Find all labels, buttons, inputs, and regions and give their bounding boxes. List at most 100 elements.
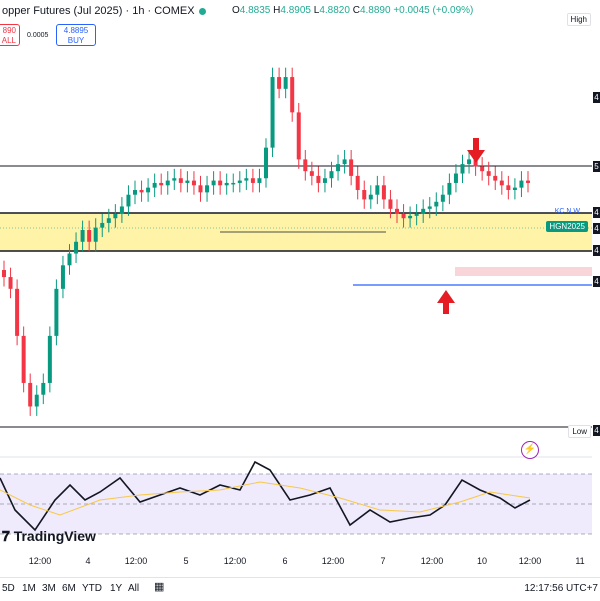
candle [270,77,275,148]
candle [100,222,105,228]
range-bar: 5D 1M 3M 6M YTD 1Y All 12:17:56 UTC+7 [0,577,600,601]
candle [185,180,190,183]
candle [205,185,210,193]
candle [388,199,393,209]
candle [47,335,52,383]
candle [381,185,386,200]
candle [395,208,399,214]
price-axis-label: 5 [593,161,600,172]
symbol-price-tag: HGN2025 [546,221,588,232]
candle [224,182,229,186]
candle [159,182,164,186]
candle [414,213,419,216]
tradingview-logo: 𝟕 TradingView [2,528,96,544]
candle [375,185,380,195]
candle [303,159,308,172]
candle [41,382,46,395]
ohlc-readout: O4.8835 H4.8905 L4.8820 C4.8890 +0.0045 … [232,5,474,16]
clock[interactable]: 12:17:56 UTC+7 [524,583,598,594]
candle [362,190,367,200]
candle [322,178,327,183]
candle [113,213,118,219]
candle [447,182,452,195]
candle [467,159,472,165]
candle [2,270,6,278]
price-axis-label: 4 [593,245,600,256]
candle [119,206,124,214]
alert-bolt-icon[interactable]: ⚡ [521,441,539,459]
sell-button[interactable]: 890 ALL [0,24,20,46]
candle [440,194,445,202]
candle [133,190,137,195]
candle [290,77,295,113]
candle [80,230,85,242]
range-button-1m[interactable]: 1M [22,583,36,594]
candle [211,180,216,186]
time-tick: 12:00 [28,556,52,566]
candle [74,241,79,254]
candle [218,180,223,186]
candle [526,180,530,183]
candle [178,178,183,183]
calendar-icon[interactable]: ▦ [154,581,165,593]
time-tick: 5 [183,556,189,566]
price-axis-label: 4 [593,425,600,436]
candle [480,166,485,172]
candle [473,159,478,167]
time-tick: 4 [85,556,91,566]
down-arrow-icon [467,138,485,163]
candle [283,77,288,89]
candle [21,335,26,383]
candle [277,77,282,89]
candle [198,185,203,193]
candle [349,159,354,176]
time-axis[interactable]: 12:00 4 12:00 5 12:00 6 12:00 7 12:00 10 12:00 11 [0,552,600,570]
candle [172,178,177,181]
time-tick: 6 [282,556,288,566]
candle [512,187,517,190]
candle [401,213,406,219]
candle [237,180,242,183]
candle [486,171,491,176]
candle [421,208,426,214]
time-tick: 12:00 [518,556,542,566]
range-button-1y[interactable]: 1Y [110,583,123,594]
time-tick: 12:00 [321,556,345,566]
time-tick: 10 [476,556,488,566]
candle [8,277,13,289]
candle [408,215,413,219]
candle [519,180,524,188]
candle [67,253,72,266]
candle [231,182,236,185]
candle [191,180,196,186]
high-tag: High [566,13,591,26]
candle [257,178,262,183]
buy-button[interactable]: 4.8895 BUY [56,24,96,46]
candle [329,171,334,179]
time-tick: 12:00 [223,556,247,566]
candle [427,206,432,209]
candle [368,194,373,200]
rsi-line [0,460,531,532]
range-button-6m[interactable]: 6M [62,583,76,594]
symbol-title[interactable]: opper Futures (Jul 2025) · 1h · COMEX [2,5,210,17]
range-button-all[interactable]: All [128,583,140,594]
low-tag: Low [568,425,591,438]
candle [296,112,301,160]
price-axis-label: 4 [593,223,600,234]
candle [460,164,465,174]
market-open-icon [198,7,206,15]
range-button-ytd[interactable]: YTD [82,583,102,594]
range-button-3m[interactable]: 3M [42,583,56,594]
candle [309,171,314,176]
candle [87,230,92,242]
time-tick: 7 [380,556,386,566]
candle [336,164,341,172]
range-button-5d[interactable]: 5D [2,583,15,594]
price-axis-label: 4 [593,276,600,287]
candle [244,178,249,181]
candle [54,288,59,336]
time-tick: 11 [575,556,585,566]
chart-header: opper Futures (Jul 2025) · 1h · COMEX O4… [0,0,600,22]
